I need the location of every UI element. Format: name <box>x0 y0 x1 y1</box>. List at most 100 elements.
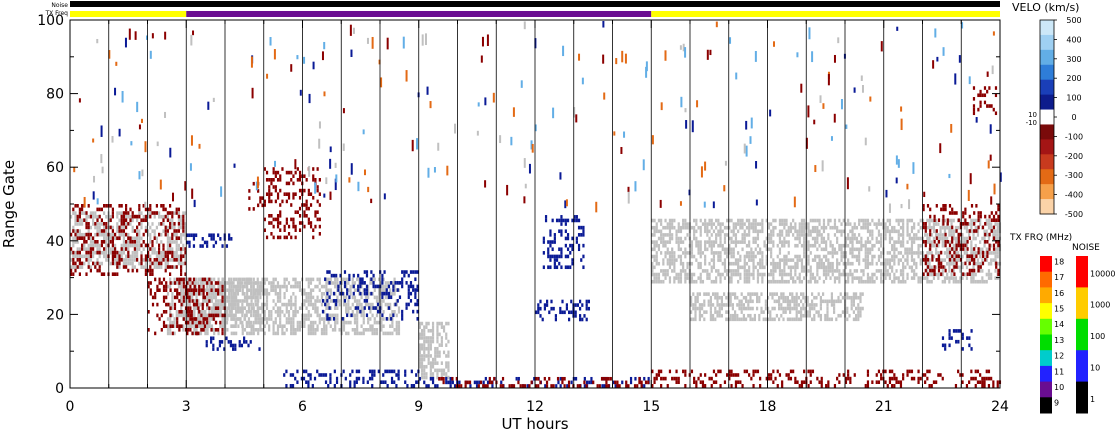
data-cell <box>950 336 953 340</box>
data-cell <box>149 214 152 219</box>
data-cell <box>778 240 782 244</box>
data-cell <box>175 236 178 240</box>
data-cell <box>579 314 582 318</box>
data-cell <box>694 306 697 311</box>
data-cell <box>96 247 99 251</box>
data-cell <box>171 232 174 237</box>
data-cell <box>730 279 733 284</box>
data-cell <box>129 261 132 266</box>
data-cell <box>114 250 117 255</box>
data-cell <box>873 279 876 284</box>
data-cell <box>562 218 565 223</box>
data-cell <box>745 295 748 300</box>
data-cell <box>208 292 211 296</box>
data-cell <box>992 233 995 237</box>
data-cell <box>321 299 325 303</box>
data-cell <box>373 295 376 300</box>
data-cell <box>199 331 203 336</box>
data-cell <box>836 269 839 273</box>
data-cell <box>575 215 578 219</box>
data-cell <box>342 324 346 328</box>
data-cell <box>792 265 795 270</box>
data-cell <box>795 299 798 304</box>
data-cell <box>748 243 751 248</box>
data-cell <box>888 240 892 244</box>
data-cell <box>957 339 960 344</box>
data-cell <box>169 204 172 208</box>
data-cell <box>704 225 707 230</box>
data-cell <box>822 247 826 252</box>
data-cell <box>303 203 306 207</box>
data-cell <box>813 306 816 311</box>
data-cell <box>996 229 999 234</box>
data-cell <box>287 320 291 325</box>
data-cell <box>276 235 280 240</box>
data-cell <box>342 292 346 296</box>
data-cell <box>703 299 706 304</box>
data-cell <box>87 232 90 237</box>
data-cell <box>92 243 95 248</box>
data-cell <box>89 268 92 273</box>
data-cell <box>745 269 749 273</box>
data-cell <box>389 306 392 310</box>
data-cell <box>232 331 236 336</box>
data-cell <box>412 270 415 274</box>
data-cell <box>811 225 815 230</box>
data-cell <box>382 373 385 377</box>
data-cell <box>353 295 357 300</box>
data-cell <box>103 272 106 276</box>
data-cell <box>203 299 207 303</box>
data-cell <box>726 218 729 223</box>
data-cell <box>166 240 169 244</box>
data-cell <box>820 236 823 241</box>
data-cell <box>380 317 383 321</box>
data-cell <box>219 237 222 241</box>
data-cell <box>162 288 166 292</box>
data-cell <box>803 265 806 270</box>
data-cell <box>397 310 401 314</box>
data-cell <box>682 218 685 223</box>
data-cell <box>987 261 991 266</box>
data-cell <box>294 328 297 332</box>
data-cell <box>818 265 821 270</box>
data-cell <box>76 236 79 240</box>
data-cell <box>182 328 185 332</box>
data-cell <box>83 236 86 240</box>
data-cell <box>182 324 185 328</box>
data-cell <box>709 317 712 322</box>
data-cell <box>557 380 560 385</box>
data-cell <box>153 261 156 266</box>
data-cell <box>792 279 795 284</box>
data-cell <box>716 299 719 304</box>
data-cell <box>468 380 472 385</box>
data-cell <box>800 292 803 296</box>
data-cell <box>425 384 428 388</box>
data-cell <box>427 343 430 347</box>
data-cell <box>292 196 295 200</box>
data-cell <box>412 384 416 388</box>
data-cell <box>287 232 291 236</box>
data-cell <box>893 240 896 244</box>
data-cell <box>708 276 711 280</box>
data-cell <box>423 357 426 362</box>
data-cell <box>816 229 819 234</box>
data-cell <box>374 284 377 289</box>
data-cell <box>218 340 222 344</box>
data-cell <box>877 254 881 259</box>
data-cell <box>206 288 209 292</box>
data-cell <box>234 302 237 307</box>
data-cell <box>983 243 986 248</box>
data-cell <box>210 281 213 285</box>
data-cell <box>296 324 299 328</box>
data-cell <box>340 277 343 282</box>
data-cell <box>257 328 260 332</box>
data-cell <box>405 270 408 274</box>
data-cell <box>192 306 196 310</box>
data-cell <box>902 218 905 223</box>
data-cell <box>243 284 246 289</box>
data-cell <box>198 320 201 325</box>
data-cell <box>829 243 832 248</box>
data-cell <box>111 225 114 230</box>
data-cell <box>434 368 437 373</box>
data-cell <box>891 258 894 262</box>
